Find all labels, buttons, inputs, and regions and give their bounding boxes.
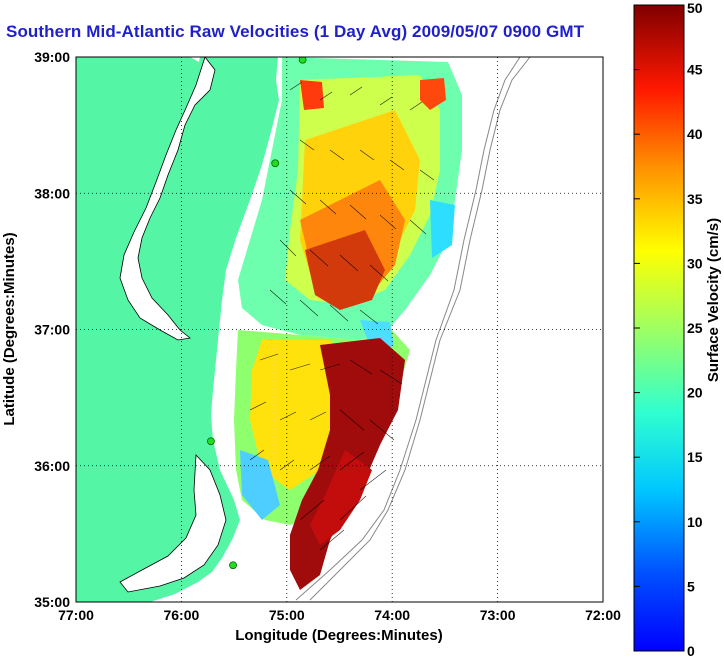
y-tick-label: 35:00: [34, 594, 70, 610]
x-tick-label: 76:00: [163, 607, 199, 623]
colorbar-tick-label: 45: [687, 62, 703, 78]
radar-site-marker: [298, 57, 307, 64]
grid-lines: [76, 57, 603, 602]
hf-radar-sites: [207, 57, 307, 570]
y-axis-label: Latitude (Degrees:Minutes): [1, 232, 18, 425]
velocity-field: [234, 57, 462, 590]
colorbar-ticks: 0 5 10 15 20 25 30 35 40 45 50: [634, 0, 703, 659]
bathymetry-contours: [295, 57, 531, 601]
colorbar-tick-label: 35: [687, 191, 703, 207]
x-axis-label: Longitude (Degrees:Minutes): [235, 627, 443, 644]
y-tick-label: 39:00: [34, 49, 70, 65]
velocity-vectors: [249, 81, 435, 551]
colorbar-tick-label: 15: [687, 449, 703, 465]
y-tick-label: 38:00: [34, 185, 70, 201]
colorbar-tick-label: 10: [687, 514, 703, 530]
colorbar-tick-label: 0: [687, 643, 695, 659]
radar-site-marker: [271, 159, 280, 168]
radar-site-marker: [207, 437, 215, 446]
y-axis-ticks: 39:00 38:00 37:00 36:00 35:00: [34, 49, 70, 610]
x-tick-label: 75:00: [269, 607, 305, 623]
x-tick-label: 74:00: [374, 607, 410, 623]
map-title: Southern Mid-Atlantic Raw Velocities (1 …: [6, 22, 585, 41]
colorbar-tick-label: 25: [687, 320, 703, 336]
colorbar-tick-label: 50: [687, 0, 703, 16]
chesapeake-bay: [119, 57, 216, 341]
radar-site-marker: [229, 561, 237, 570]
x-tick-label: 72:00: [585, 607, 621, 623]
colorbar: [633, 4, 685, 652]
colorbar-label: Surface Velocity (cm/s): [705, 218, 722, 382]
x-tick-label: 77:00: [58, 607, 94, 623]
x-axis-ticks: 77:00 76:00 75:00 74:00 73:00 72:00: [58, 607, 621, 623]
y-tick-label: 37:00: [34, 322, 70, 338]
colorbar-tick-label: 30: [687, 255, 703, 271]
colorbar-tick-label: 20: [687, 385, 703, 401]
plot-border: [75, 56, 604, 603]
colorbar-tick-label: 40: [687, 126, 703, 142]
pamlico-sound: [119, 454, 227, 593]
y-tick-label: 36:00: [34, 458, 70, 474]
x-tick-label: 73:00: [480, 607, 516, 623]
colorbar-tick-label: 5: [687, 578, 695, 594]
